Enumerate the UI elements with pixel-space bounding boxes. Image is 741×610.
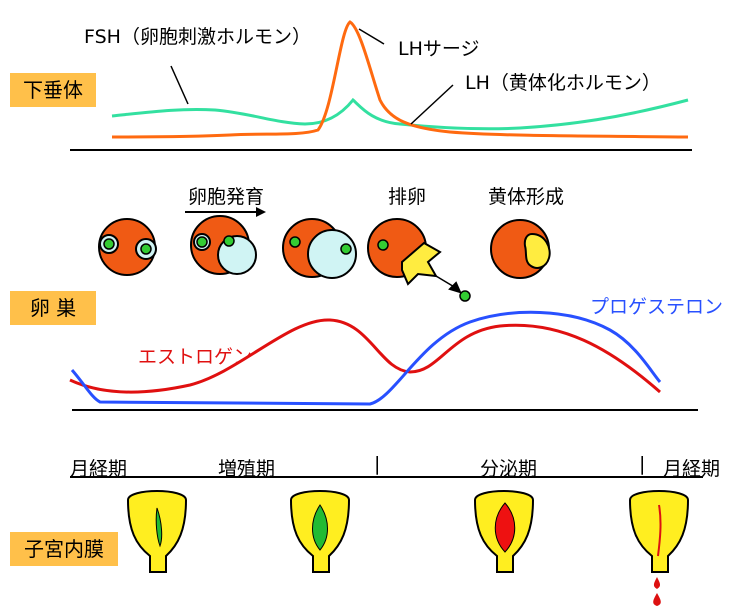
lh-surge-pointer [358, 28, 385, 45]
phase-secretory: 分泌期 [480, 458, 538, 480]
lh-surge-label: LHサージ [398, 38, 480, 60]
ovary-stage-corpus-luteum [490, 219, 551, 279]
ovary-stage-3 [282, 218, 357, 279]
blood-drop-2 [653, 593, 661, 606]
follicle-growth-label: 卵胞発育 [188, 186, 265, 208]
phase-menstrual-start: 月経期 [70, 458, 128, 480]
fsh-curve [111, 97, 689, 131]
progesterone-curve [70, 310, 662, 406]
follicle-growth-arrowhead [256, 207, 266, 217]
uterus-menstrual-end [628, 490, 690, 573]
corpus-luteum-label: 黄体形成 [488, 186, 565, 208]
lh-pointer [410, 84, 454, 125]
section-label-endometrium: 子宮内膜 [10, 532, 118, 566]
uterus-menstrual-start [126, 490, 188, 573]
phase-menstrual-end: 月経期 [663, 458, 721, 480]
phase-separator-1: | [374, 453, 381, 475]
phase-separator-2: | [639, 453, 646, 475]
ovary-stage-ovulation [367, 218, 471, 302]
uterus-secretory [473, 490, 535, 573]
lh-label: LH（黄体化ホルモン） [465, 72, 661, 94]
blood-drop-1 [653, 577, 661, 589]
progesterone-label: プロゲステロン [590, 296, 724, 318]
fsh-label: FSH（卵胞刺激ホルモン） [84, 26, 311, 48]
ovary-stage-2 [190, 215, 257, 275]
estrogen-label: エストロゲン [138, 346, 253, 368]
ovulation-label: 排卵 [388, 186, 427, 208]
lh-curve [111, 20, 689, 139]
phase-proliferative: 増殖期 [218, 458, 276, 480]
ovary-stage-1 [98, 218, 157, 276]
fsh-pointer [170, 65, 189, 105]
section-label-ovary: 卵 巣 [10, 291, 96, 325]
estrogen-curve [69, 318, 661, 394]
uterus-proliferative [289, 490, 351, 573]
section-label-pituitary: 下垂体 [10, 73, 96, 107]
